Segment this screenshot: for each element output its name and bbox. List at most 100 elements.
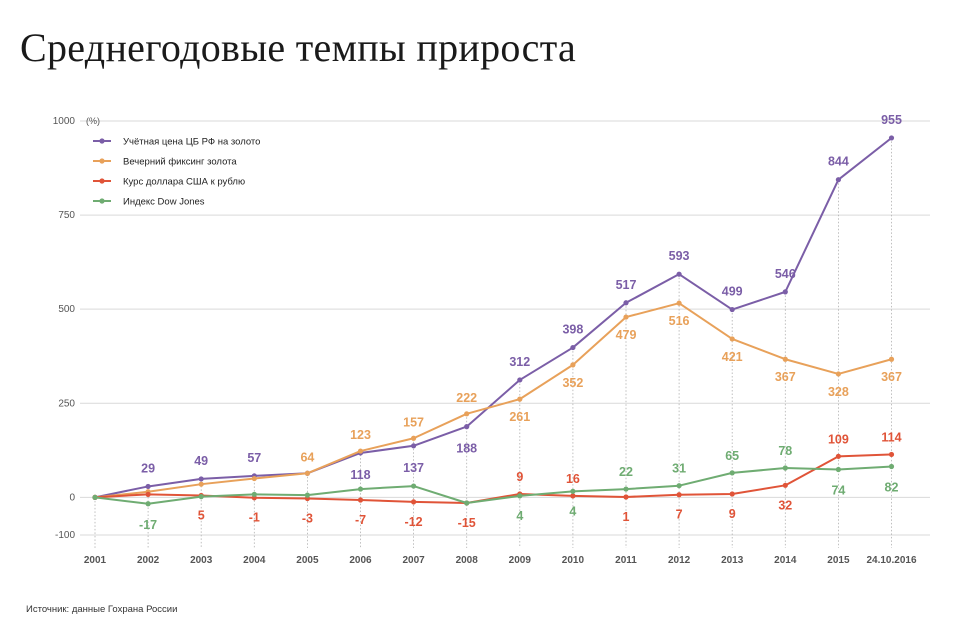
data-point xyxy=(623,486,629,492)
data-point xyxy=(835,466,842,473)
data-point xyxy=(729,491,735,497)
data-point xyxy=(357,448,364,454)
source-note: Источник: данные Гохрана России xyxy=(26,604,178,615)
data-point xyxy=(623,494,629,500)
data-label: 312 xyxy=(509,355,530,369)
data-point xyxy=(357,497,364,503)
data-label: 31 xyxy=(672,462,686,476)
data-label: 516 xyxy=(669,314,690,328)
legend-marker xyxy=(99,178,105,184)
data-point xyxy=(517,493,523,499)
data-label: 328 xyxy=(828,385,849,399)
series-line xyxy=(94,302,892,499)
legend-label: Курс доллара США к рублю xyxy=(123,177,245,188)
data-label: 137 xyxy=(403,461,424,475)
data-label: 114 xyxy=(881,430,901,444)
legend-label: Вечерний фиксинг золота xyxy=(123,157,237,168)
data-point xyxy=(782,356,788,362)
legend-label: Учётная цена ЦБ РФ на золото xyxy=(123,137,260,148)
data-label: 16 xyxy=(566,472,580,486)
data-point xyxy=(570,488,576,494)
data-point xyxy=(888,463,895,470)
x-tick-label: 24.10.2016 xyxy=(866,555,916,566)
x-tick-label: 2015 xyxy=(827,555,850,566)
data-label: 517 xyxy=(616,278,637,292)
data-point xyxy=(782,482,788,488)
y-tick-label: 250 xyxy=(58,398,75,409)
data-label: 32 xyxy=(778,498,792,512)
data-label: 9 xyxy=(729,507,736,521)
y-tick-label: 1000 xyxy=(53,116,76,127)
data-label: 57 xyxy=(247,451,261,465)
legend-marker xyxy=(99,158,105,164)
x-tick-label: 2006 xyxy=(349,555,372,566)
data-point xyxy=(411,483,417,489)
x-tick-label: 2002 xyxy=(137,555,160,566)
data-label: -17 xyxy=(139,518,157,532)
data-point xyxy=(888,356,895,362)
x-tick-label: 2003 xyxy=(190,555,213,566)
data-point xyxy=(464,424,470,430)
data-label: 109 xyxy=(828,432,849,446)
data-label: 421 xyxy=(722,350,743,364)
legend-marker xyxy=(99,138,105,144)
data-label: 499 xyxy=(722,285,743,299)
data-point xyxy=(729,336,735,342)
data-point xyxy=(835,453,842,459)
data-point xyxy=(570,493,576,499)
data-label: -15 xyxy=(458,516,476,530)
data-label: 157 xyxy=(403,415,424,429)
data-label: 5 xyxy=(198,508,205,522)
data-point xyxy=(517,396,523,402)
data-label: 188 xyxy=(456,442,477,456)
x-tick-label: 2008 xyxy=(456,555,479,566)
data-point xyxy=(835,371,842,377)
chart-title: Среднегодовые темпы прироста xyxy=(20,25,577,70)
data-point xyxy=(835,177,842,183)
data-point xyxy=(570,362,576,368)
data-point xyxy=(888,135,895,141)
x-tick-label: 2005 xyxy=(296,555,319,566)
series-line xyxy=(94,137,893,499)
data-label: 546 xyxy=(775,267,796,281)
data-point xyxy=(411,435,417,441)
data-point xyxy=(304,492,310,498)
data-label: -3 xyxy=(302,511,313,525)
y-tick-label: 750 xyxy=(58,210,75,221)
data-point xyxy=(145,483,151,490)
data-label: 22 xyxy=(619,465,633,479)
data-label: 844 xyxy=(828,155,849,169)
data-label: 1 xyxy=(623,510,630,524)
data-point xyxy=(676,483,682,489)
x-tick-label: 2004 xyxy=(243,555,266,566)
data-point xyxy=(729,470,735,476)
legend-marker xyxy=(99,198,105,204)
x-tick-label: 2001 xyxy=(84,555,107,566)
y-tick-label: -100 xyxy=(55,530,75,541)
data-label: -7 xyxy=(355,513,366,527)
data-label: 74 xyxy=(831,484,845,498)
x-tick-label: 2010 xyxy=(562,555,585,566)
data-label: 4 xyxy=(569,504,576,518)
data-label: -1 xyxy=(249,511,260,525)
x-tick-label: 2014 xyxy=(774,555,797,566)
data-point xyxy=(251,491,257,497)
data-point xyxy=(145,501,151,507)
data-point xyxy=(145,491,151,497)
series-line xyxy=(94,465,892,505)
data-point xyxy=(782,289,788,295)
data-point xyxy=(676,300,682,306)
data-point xyxy=(411,443,417,449)
data-label: 593 xyxy=(669,249,690,263)
x-tick-label: 2011 xyxy=(615,555,637,566)
data-point xyxy=(782,465,788,471)
y-unit-label: (%) xyxy=(86,116,100,126)
data-point xyxy=(304,470,310,476)
data-point xyxy=(570,344,576,351)
data-point xyxy=(464,500,470,506)
data-label: 4 xyxy=(516,509,523,523)
data-label: 118 xyxy=(350,468,370,482)
x-tick-label: 2012 xyxy=(668,555,691,566)
data-label: 123 xyxy=(350,428,371,442)
